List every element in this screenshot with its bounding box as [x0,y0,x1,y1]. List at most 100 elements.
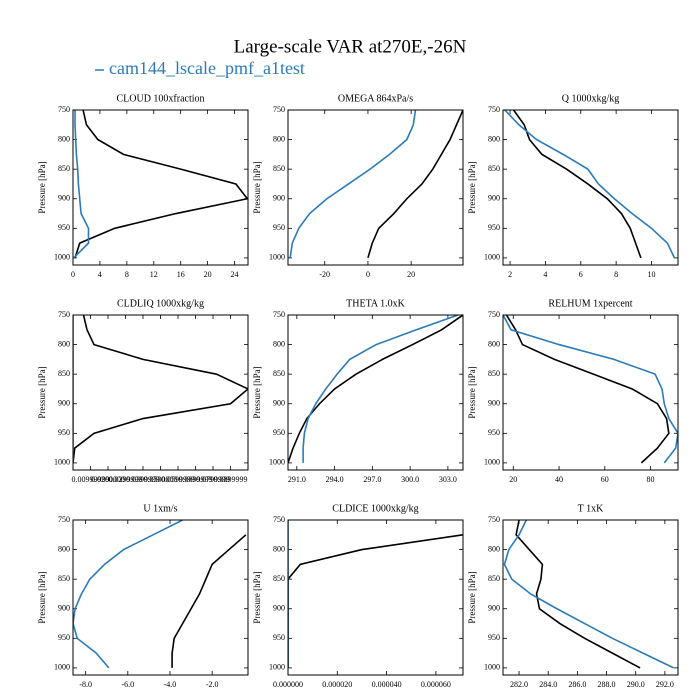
x-tick-label: 297.0 [363,475,381,484]
y-tick-label: 900 [488,399,500,408]
x-tick-label: 16 [177,270,185,279]
x-tick-label: 0.0399999 [126,475,160,484]
y-tick-label: 1000 [54,253,70,262]
legend-label: cam144_lscale_pmf_a1test [109,58,305,78]
x-tick-label: 294.0 [326,475,344,484]
x-tick-label: 0.0799999 [196,475,230,484]
x-tick-label: 286.0 [568,680,586,689]
y-tick-label: 800 [488,544,500,553]
y-axis-label: Pressure [hPa] [252,366,262,418]
y-tick-label: 800 [488,339,500,348]
y-axis-label: Pressure [hPa] [37,366,47,418]
series-line [515,520,641,669]
y-tick-label: 1000 [269,458,285,467]
y-tick-label: 750 [273,310,285,319]
y-tick-label: 850 [488,164,500,173]
y-tick-label: 800 [58,544,70,553]
y-tick-label: 800 [273,339,285,348]
series-line [505,315,670,464]
series-line [73,315,248,463]
y-tick-label: 900 [488,194,500,203]
x-tick-label: 0.000020 [322,680,352,689]
y-tick-label: 950 [58,633,70,642]
x-tick-label: 0.0699999 [179,475,213,484]
y-tick-label: 950 [273,633,285,642]
y-tick-label: 850 [488,574,500,583]
x-tick-label: 6 [579,270,583,279]
y-tick-label: 800 [273,134,285,143]
y-tick-label: 750 [58,515,70,524]
y-tick-label: 950 [488,223,500,232]
x-tick-label: 0.0299999 [109,475,143,484]
x-tick-label: 20 [204,270,212,279]
x-tick-label: 4 [98,270,102,279]
y-tick-label: 900 [273,194,285,203]
y-tick-label: 950 [488,633,500,642]
x-tick-label: 20 [509,475,517,484]
plot-frame [287,109,464,266]
x-tick-label: -8.0 [79,680,92,689]
x-tick-label: -2.0 [206,680,219,689]
plot-frame [502,519,679,676]
y-tick-label: 850 [488,369,500,378]
plot-frame [72,519,249,676]
x-tick-label: 24 [231,270,239,279]
y-axis-label: Pressure [hPa] [467,161,477,213]
y-tick-label: 850 [273,574,285,583]
x-tick-label: 0.000000 [273,680,303,689]
y-tick-label: 1000 [484,663,500,672]
x-tick-label: 20 [407,270,415,279]
x-tick-label: 0 [71,270,75,279]
series-line [73,110,90,259]
x-tick-label: 0.0200000 [91,475,125,484]
x-tick-label: 2 [508,270,512,279]
y-tick-label: 950 [488,428,500,437]
panel-title: THETA 1.0xK [346,298,405,309]
y-tick-label: 750 [488,310,500,319]
series-line [367,110,463,259]
plot-frame [502,109,679,266]
plot-frame [72,314,249,471]
x-tick-label: 292.0 [656,680,674,689]
y-tick-label: 750 [273,105,285,114]
x-tick-label: 290.0 [627,680,645,689]
y-tick-label: 800 [58,134,70,143]
plot-frame [72,109,249,266]
y-tick-label: 900 [273,604,285,613]
x-tick-label: 0.000040 [372,680,402,689]
y-tick-label: 750 [58,310,70,319]
y-tick-label: 750 [273,515,285,524]
panel-title: CLDICE 1000xkg/kg [332,503,418,514]
x-tick-label: -4.0 [164,680,177,689]
y-tick-label: 900 [58,194,70,203]
x-tick-label: 80 [647,475,655,484]
x-tick-label: 284.0 [539,680,557,689]
x-tick-label: 4 [543,270,547,279]
y-axis-label: Pressure [hPa] [467,366,477,418]
x-tick-label: 0.0500000 [144,475,178,484]
y-tick-label: 900 [58,399,70,408]
series-line [503,315,678,464]
y-tick-label: 900 [273,399,285,408]
y-tick-label: 850 [273,369,285,378]
y-tick-label: 800 [273,544,285,553]
x-tick-label: 8 [614,270,618,279]
y-tick-label: 850 [58,574,70,583]
panel-title: RELHUM 1xpercent [548,298,632,309]
x-tick-label: 10 [647,270,655,279]
panel-title: U 1xm/s [143,503,177,514]
series-line [512,110,642,259]
x-tick-label: 0.0899999 [214,475,248,484]
x-tick-label: 291.0 [288,475,306,484]
y-tick-label: 1000 [54,458,70,467]
series-line [288,533,463,668]
plot-frame [287,519,464,676]
series-line [73,520,183,669]
y-tick-label: 1000 [269,663,285,672]
y-tick-label: 1000 [269,253,285,262]
series-line [171,534,247,668]
series-line [74,110,248,259]
x-tick-label: 8 [125,270,129,279]
series-line [504,110,676,259]
